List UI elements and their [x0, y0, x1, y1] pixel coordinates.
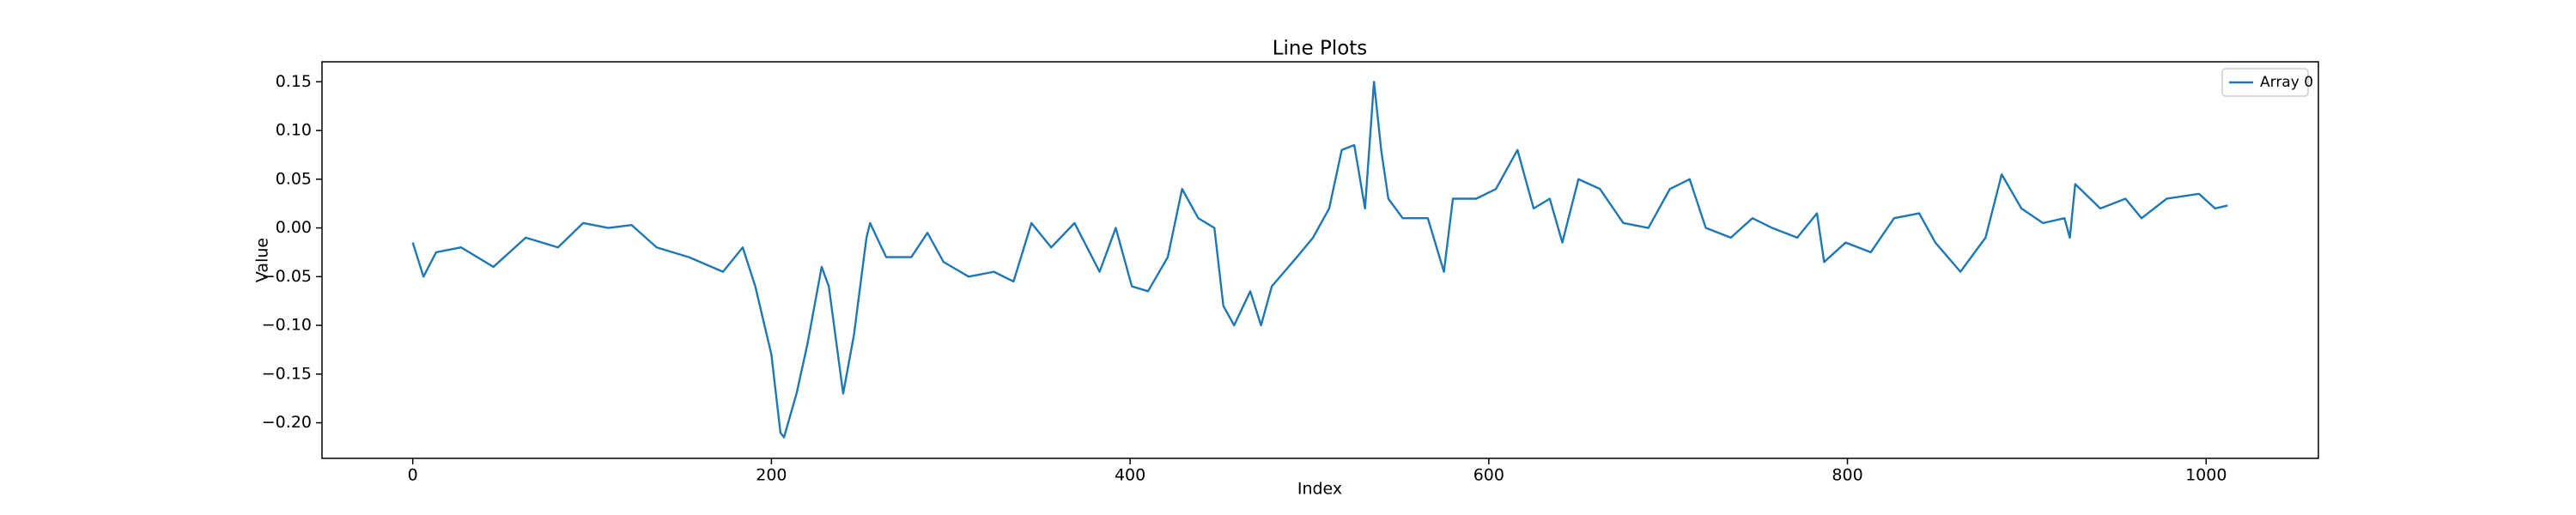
x-tick-label: 800: [1832, 466, 1862, 485]
legend-label: Array 0: [2260, 74, 2313, 91]
data-line: [411, 81, 2228, 439]
y-tick-label: −0.10: [262, 316, 312, 335]
x-tick-label: 1000: [2185, 466, 2227, 485]
y-tick-label: 0.10: [276, 121, 312, 140]
x-tick-label: 600: [1473, 466, 1504, 485]
legend-box: [2221, 68, 2309, 97]
x-tick-label: 400: [1115, 466, 1145, 485]
y-tick-label: 0.00: [276, 218, 312, 237]
y-tick-label: −0.15: [262, 364, 312, 383]
x-tick-label: 200: [756, 466, 787, 485]
x-axis-label: Index: [1297, 480, 1342, 499]
x-tick-label: 0: [408, 466, 418, 485]
axes-frame: [321, 61, 2319, 459]
chart-title: Line Plots: [1273, 38, 1368, 60]
y-axis-label: Value: [253, 238, 272, 282]
y-tick-label: −0.20: [262, 413, 312, 432]
y-tick-label: 0.05: [276, 169, 312, 188]
y-tick-label: −0.05: [262, 267, 312, 286]
y-tick-label: 0.15: [276, 72, 312, 91]
